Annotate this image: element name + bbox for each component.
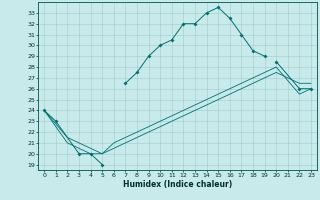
X-axis label: Humidex (Indice chaleur): Humidex (Indice chaleur): [123, 180, 232, 189]
